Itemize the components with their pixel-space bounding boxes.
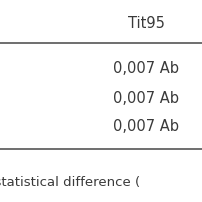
Text: Tit95: Tit95 <box>127 16 164 31</box>
Text: 0,007 Ab: 0,007 Ab <box>113 90 178 105</box>
Text: 0,007 Ab: 0,007 Ab <box>113 60 178 75</box>
Text: e statistical difference (: e statistical difference ( <box>0 175 139 188</box>
Text: 0,007 Ab: 0,007 Ab <box>113 119 178 134</box>
